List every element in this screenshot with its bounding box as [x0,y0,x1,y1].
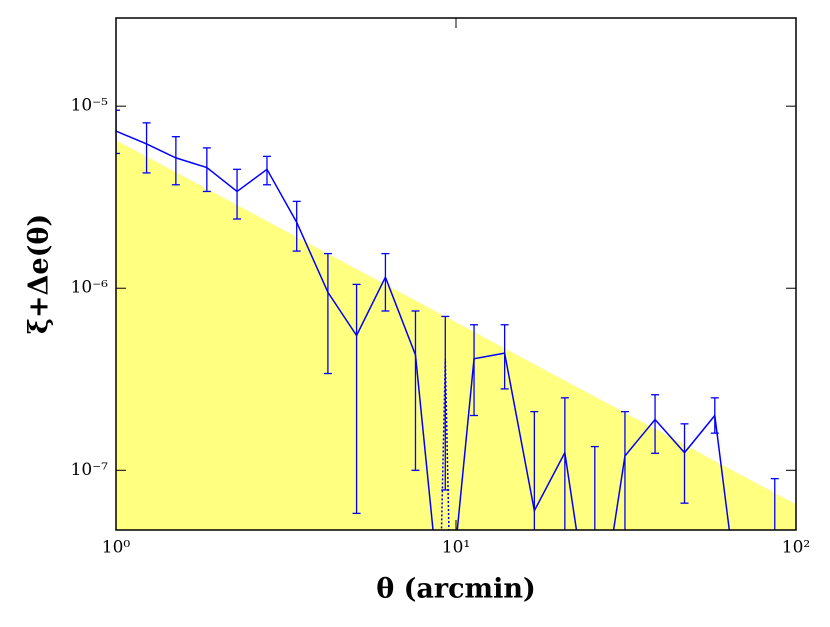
y-axis-label: ξ+Δe(θ) [24,214,55,334]
plot-area [116,109,796,530]
x-tick-label: 10¹ [442,538,470,558]
data-line [116,130,731,530]
y-tick-label: 10⁻⁵ [71,96,109,116]
x-tick-label: 10² [782,538,810,558]
y-tick-label: 10⁻⁶ [71,278,109,298]
y-tick-label: 10⁻⁷ [71,460,109,480]
x-tick-label: 10⁰ [102,538,131,558]
x-axis-label: θ (arcmin) [376,574,536,605]
model-band [116,140,796,530]
